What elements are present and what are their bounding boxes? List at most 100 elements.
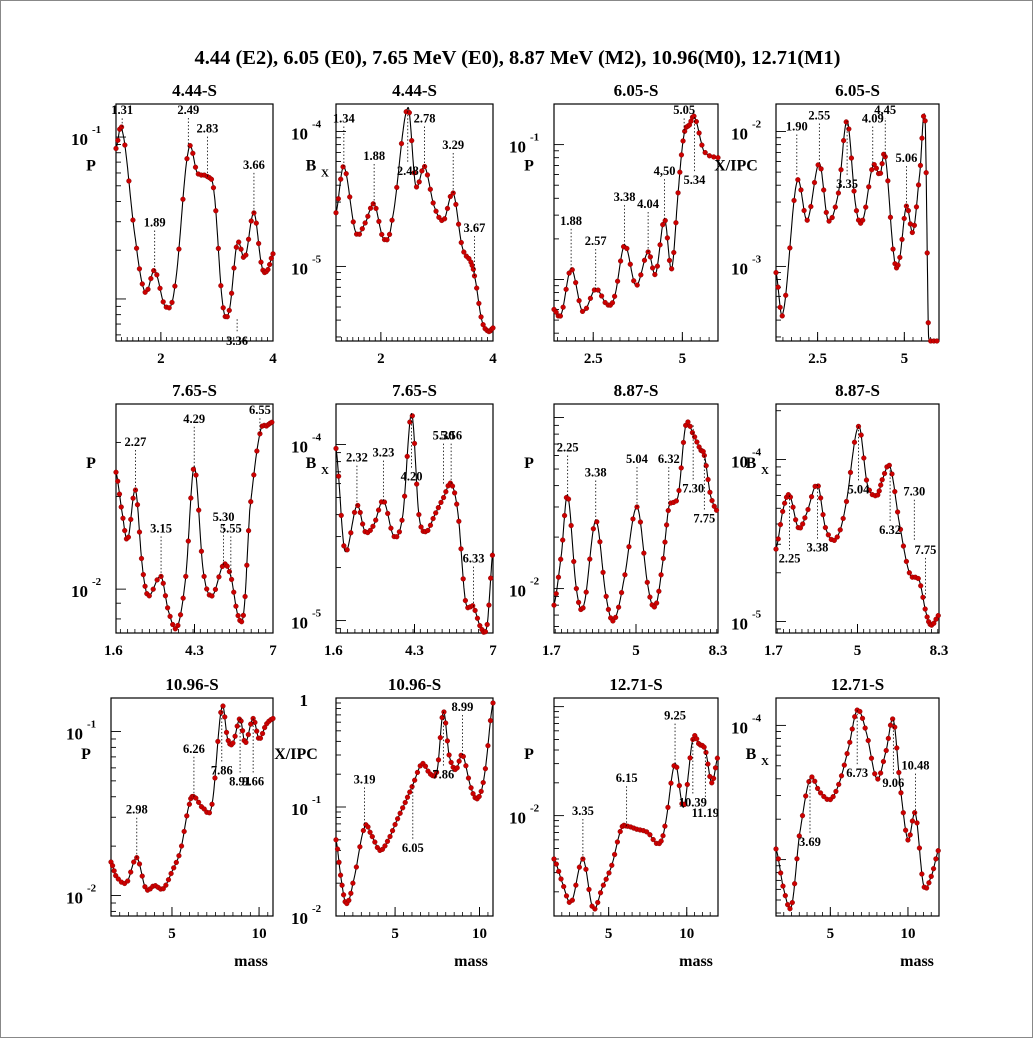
data-point xyxy=(409,413,415,419)
data-point xyxy=(681,801,688,808)
data-point xyxy=(220,305,226,311)
peak-label: 2.55 xyxy=(808,108,830,122)
peak-label: 4.04 xyxy=(637,197,660,211)
data-point xyxy=(647,832,653,838)
peak-label: 2.57 xyxy=(585,234,607,248)
data-point xyxy=(435,757,442,763)
peak-label: 3.19 xyxy=(354,772,376,786)
data-point xyxy=(430,515,436,522)
data-point xyxy=(407,419,413,425)
data-point xyxy=(641,257,648,263)
data-point xyxy=(694,736,700,742)
data-point xyxy=(926,880,932,886)
data-point xyxy=(166,305,172,311)
peak-label: 1.89 xyxy=(144,215,166,229)
x-tick-label: 1.7 xyxy=(542,643,561,659)
data-point xyxy=(571,558,577,565)
data-point xyxy=(133,245,140,251)
data-point xyxy=(778,870,784,876)
data-point xyxy=(239,619,245,625)
peak-label: 1.88 xyxy=(363,149,385,163)
y-decade-label: 10 xyxy=(731,125,748,144)
data-point xyxy=(808,494,815,500)
data-point xyxy=(797,525,804,531)
data-point xyxy=(715,155,721,161)
data-point xyxy=(259,730,266,737)
peak-label: 5.56 xyxy=(440,429,462,443)
data-point xyxy=(136,529,143,535)
data-point xyxy=(815,162,821,168)
data-point xyxy=(594,519,600,525)
data-point xyxy=(617,258,624,264)
data-point xyxy=(461,249,467,255)
data-point xyxy=(478,788,484,794)
x-tick-label: 1.6 xyxy=(324,643,343,659)
data-point xyxy=(838,167,844,173)
y-decade-label: 10 xyxy=(291,800,308,819)
data-point xyxy=(386,231,393,238)
y-decade-exponent: -5 xyxy=(312,608,322,620)
y-decade-exponent: -2 xyxy=(530,803,540,815)
data-point xyxy=(414,481,420,487)
data-point xyxy=(348,890,354,896)
data-point xyxy=(595,287,601,293)
data-point xyxy=(692,434,698,440)
data-point xyxy=(909,229,915,236)
data-point xyxy=(890,716,896,722)
y-axis-label-sub: X xyxy=(761,756,769,768)
data-point xyxy=(671,249,677,256)
data-point xyxy=(171,865,177,871)
plot-frame xyxy=(553,697,719,917)
peak-label: 9.06 xyxy=(882,776,904,790)
peak-label: 5.06 xyxy=(895,151,917,165)
data-point xyxy=(907,832,913,838)
data-point xyxy=(188,495,194,501)
data-point xyxy=(167,613,173,619)
peak-label: 2.32 xyxy=(346,451,368,465)
data-point xyxy=(915,182,922,188)
data-point xyxy=(833,788,839,795)
data-point xyxy=(573,882,579,888)
data-point xyxy=(886,462,892,468)
data-point xyxy=(664,235,670,241)
y-axis-label-sub: X xyxy=(321,167,329,179)
y-decade-label: 10 xyxy=(66,889,83,908)
data-point xyxy=(435,505,441,511)
data-point xyxy=(443,489,449,495)
data-point xyxy=(437,735,443,741)
data-point xyxy=(834,534,840,540)
data-point xyxy=(220,703,226,709)
data-point xyxy=(892,724,898,730)
data-point xyxy=(427,186,433,192)
data-point xyxy=(887,214,894,220)
data-point xyxy=(869,167,875,173)
y-decade-exponent: -1 xyxy=(312,794,321,806)
data-point xyxy=(373,517,379,523)
data-point xyxy=(462,597,468,604)
peak-label: 5.04 xyxy=(848,482,871,496)
data-point xyxy=(168,870,174,877)
data-point xyxy=(838,773,845,779)
plot-title: 4.44-S xyxy=(172,81,217,100)
y-decade-label: 10 xyxy=(509,582,526,601)
data-point xyxy=(576,864,582,870)
data-point xyxy=(603,876,609,882)
x-tick-label: 2 xyxy=(157,351,165,367)
data-point xyxy=(183,573,189,580)
data-point xyxy=(176,853,182,859)
data-point xyxy=(184,813,190,819)
data-point xyxy=(113,873,119,879)
data-point xyxy=(433,510,439,516)
data-point xyxy=(231,265,237,271)
data-point xyxy=(381,499,388,505)
data-point xyxy=(901,215,907,222)
data-point xyxy=(218,709,224,716)
peak-label: 3.69 xyxy=(799,835,821,849)
data-point xyxy=(923,170,929,176)
data-point xyxy=(919,135,925,141)
data-point xyxy=(376,218,382,225)
data-point xyxy=(350,219,356,225)
data-point xyxy=(409,138,415,144)
data-point xyxy=(857,708,863,715)
